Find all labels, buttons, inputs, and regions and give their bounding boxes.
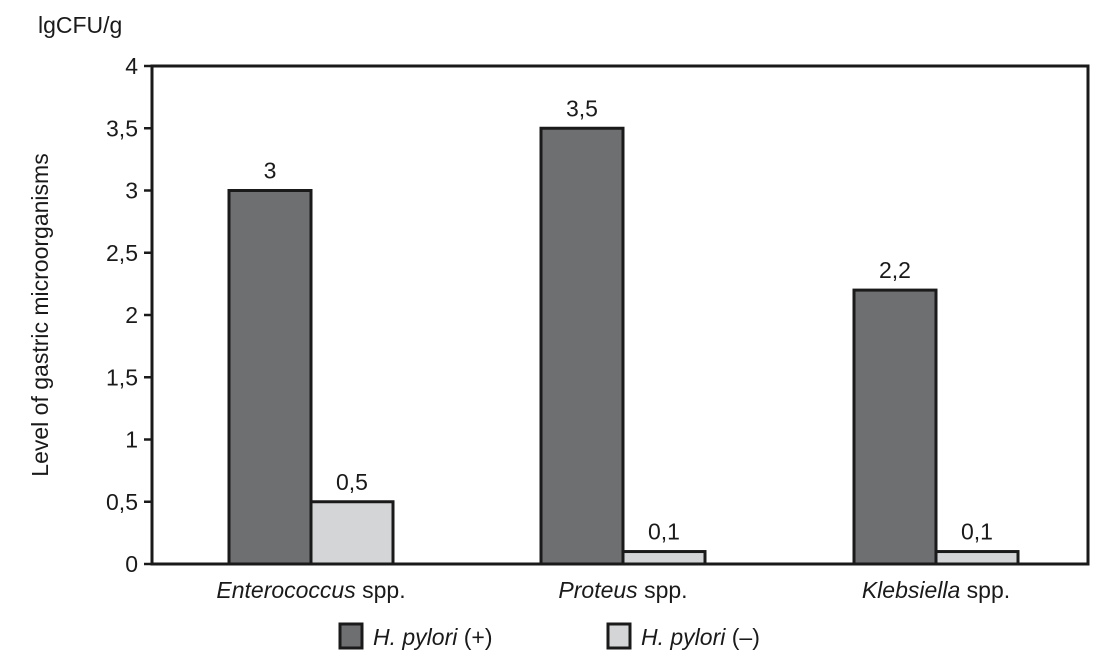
legend-label: H. pylori (–) — [641, 624, 760, 650]
bar — [227, 189, 313, 566]
bar — [934, 550, 1020, 566]
spp-suffix: spp. — [638, 577, 688, 603]
data-label: 2,2 — [879, 257, 911, 283]
spp-suffix: spp. — [356, 577, 406, 603]
data-label: 0,5 — [336, 469, 368, 495]
legend-italic: H. pylori — [641, 624, 726, 650]
y-tick-label: 1,5 — [106, 364, 138, 390]
y-tick-label: 4 — [125, 53, 138, 79]
data-label: 0,1 — [648, 519, 680, 545]
y-tick-label: 2,5 — [106, 240, 138, 266]
legend-swatch — [338, 622, 364, 650]
genus-name: Enterococcus — [216, 577, 356, 603]
genus-name: Klebsiella — [862, 577, 960, 603]
y-tick-label: 2 — [125, 302, 138, 328]
y-tick-label: 0,5 — [106, 489, 138, 515]
data-label: 3,5 — [566, 95, 598, 121]
unit-label: lgCFU/g — [38, 12, 122, 38]
legend-suffix: (+) — [457, 624, 492, 650]
bar — [539, 126, 625, 566]
y-axis-label: Level of gastric microorganisms — [27, 153, 53, 476]
y-tick-label: 0 — [125, 551, 138, 577]
legend-suffix: (–) — [725, 624, 760, 650]
legend-label: H. pylori (+) — [373, 624, 493, 650]
y-tick-label: 3 — [125, 178, 138, 204]
data-label: 0,1 — [961, 519, 993, 545]
y-tick-label: 1 — [125, 427, 138, 453]
legend-italic: H. pylori — [373, 624, 458, 650]
bar — [309, 500, 395, 566]
data-label: 3 — [264, 158, 277, 184]
genus-name: Proteus — [558, 577, 638, 603]
x-tick-label: Enterococcus spp. — [216, 577, 405, 603]
legend-swatch — [606, 622, 632, 650]
y-tick-label: 3,5 — [106, 115, 138, 141]
bar — [621, 550, 707, 566]
bar — [852, 288, 938, 566]
spp-suffix: spp. — [960, 577, 1010, 603]
x-tick-label: Klebsiella spp. — [862, 577, 1010, 603]
x-tick-label: Proteus spp. — [558, 577, 687, 603]
